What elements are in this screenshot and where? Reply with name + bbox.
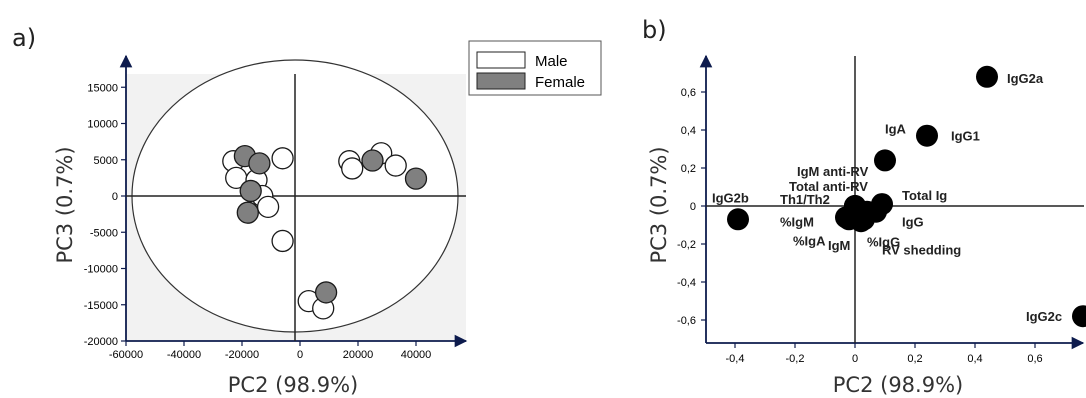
- panel-a-x-tick-label: 20000: [343, 349, 374, 361]
- loading-point: [856, 200, 878, 223]
- point-label: Total Ig: [902, 188, 947, 203]
- legend-label-male: Male: [535, 53, 568, 70]
- panel-a-label: a): [12, 24, 36, 52]
- panel-a: a) -60000 -40000 -20000 0 20000 40000 -20000 -1…: [12, 24, 602, 397]
- panel-a-y-tick-label: 10000: [87, 119, 118, 131]
- panel-b-x-label: PC2 (98.9%): [833, 373, 963, 397]
- panel-a-x-tick-label: 40000: [401, 349, 432, 361]
- loading-point: [976, 65, 998, 88]
- panel-b-y-tick-label: 0,6: [681, 87, 696, 99]
- panel-b-x-tick-label: 0,4: [967, 353, 982, 365]
- female-point: [239, 179, 262, 203]
- female-point: [248, 152, 271, 175]
- panel-a-x-tick-label: 0: [297, 349, 303, 361]
- point-label: IgM: [828, 238, 850, 253]
- female-point: [404, 167, 428, 190]
- panel-b-x-tick-label: 0: [852, 353, 858, 365]
- panel-b-label: b): [642, 16, 667, 44]
- panel-a-y-tick-label: 0: [112, 191, 118, 203]
- male-point: [341, 157, 364, 180]
- panel-b-x-tick-label: 0,6: [1027, 353, 1042, 365]
- panel-b-y-tick-label: -0,6: [677, 315, 696, 327]
- panel-b-points: [727, 65, 1086, 328]
- point-label: RV shedding: [882, 243, 961, 258]
- loading-point: [727, 208, 749, 231]
- panel-b: b) -0,4 -0,2 0 0,2 0,4 0,6 -0,6 -0,4 -0,2 0 0,2 0,4…: [642, 16, 1086, 397]
- panel-a-y-tick-label: 5000: [94, 155, 118, 167]
- panel-a-x-label: PC2 (98.9%): [228, 373, 358, 397]
- point-label: Th1/Th2: [780, 192, 830, 207]
- panel-a-x-tick-label: -60000: [109, 349, 143, 361]
- panel-b-x-tick-label: 0,2: [907, 353, 922, 365]
- point-label: Total anti-RV: [789, 179, 868, 194]
- panel-a-y-tick-label: -10000: [84, 264, 118, 276]
- legend: Male Female: [468, 40, 602, 96]
- point-label: IgG: [902, 215, 924, 230]
- point-label: IgG2b: [712, 190, 749, 205]
- male-point: [384, 154, 407, 177]
- female-point: [236, 201, 259, 224]
- point-label: IgG1: [951, 129, 980, 144]
- panel-b-x-tick-label: -0,2: [786, 353, 805, 365]
- point-label: IgG2a: [1007, 71, 1044, 86]
- point-label: IgG2c: [1026, 309, 1062, 324]
- panel-b-y-tick-label: -0,2: [677, 239, 696, 251]
- panel-a-x-tick-label: -20000: [225, 349, 259, 361]
- panel-a-y-tick-label: 15000: [87, 82, 118, 94]
- panel-b-y-label: PC3 (0.7%): [647, 146, 671, 263]
- legend-label-female: Female: [535, 74, 585, 91]
- panel-a-y-tick-label: -5000: [90, 227, 118, 239]
- male-point: [271, 147, 294, 170]
- panel-b-y-tick-label: 0,4: [681, 125, 696, 137]
- panel-b-y-tick-label: 0: [690, 201, 696, 213]
- panel-a-y-tick-label: -20000: [84, 336, 118, 348]
- panel-b-y-tick-label: -0,4: [677, 277, 696, 289]
- point-label: IgM anti-RV: [797, 164, 869, 179]
- loading-point: [874, 149, 896, 172]
- loading-point: [1072, 305, 1086, 328]
- panel-b-ticks: -0,4 -0,2 0 0,2 0,4 0,6 -0,6 -0,4 -0,2 0 0,2 0,4 0,6: [677, 87, 1043, 365]
- point-label: %IgA: [793, 233, 826, 248]
- panel-b-x-tick-label: -0,4: [726, 353, 745, 365]
- legend-swatch-male: [476, 51, 526, 69]
- loading-point: [916, 124, 938, 147]
- panel-b-y-tick-label: 0,2: [681, 163, 696, 175]
- panel-a-x-tick-label: -40000: [167, 349, 201, 361]
- female-point: [361, 149, 384, 172]
- legend-swatch-female: [476, 72, 526, 90]
- panel-a-y-tick-label: -15000: [84, 300, 118, 312]
- point-label: IgA: [885, 121, 907, 136]
- female-point: [314, 281, 338, 304]
- point-label: %IgG: [867, 234, 900, 249]
- panel-a-ticks: -60000 -40000 -20000 0 20000 40000 -20000 -1500…: [84, 82, 432, 361]
- male-point: [256, 195, 280, 219]
- male-point: [271, 229, 294, 253]
- point-label: %IgM: [780, 214, 814, 229]
- panel-a-y-label: PC3 (0.7%): [53, 146, 77, 263]
- panel-a-points: [222, 142, 428, 320]
